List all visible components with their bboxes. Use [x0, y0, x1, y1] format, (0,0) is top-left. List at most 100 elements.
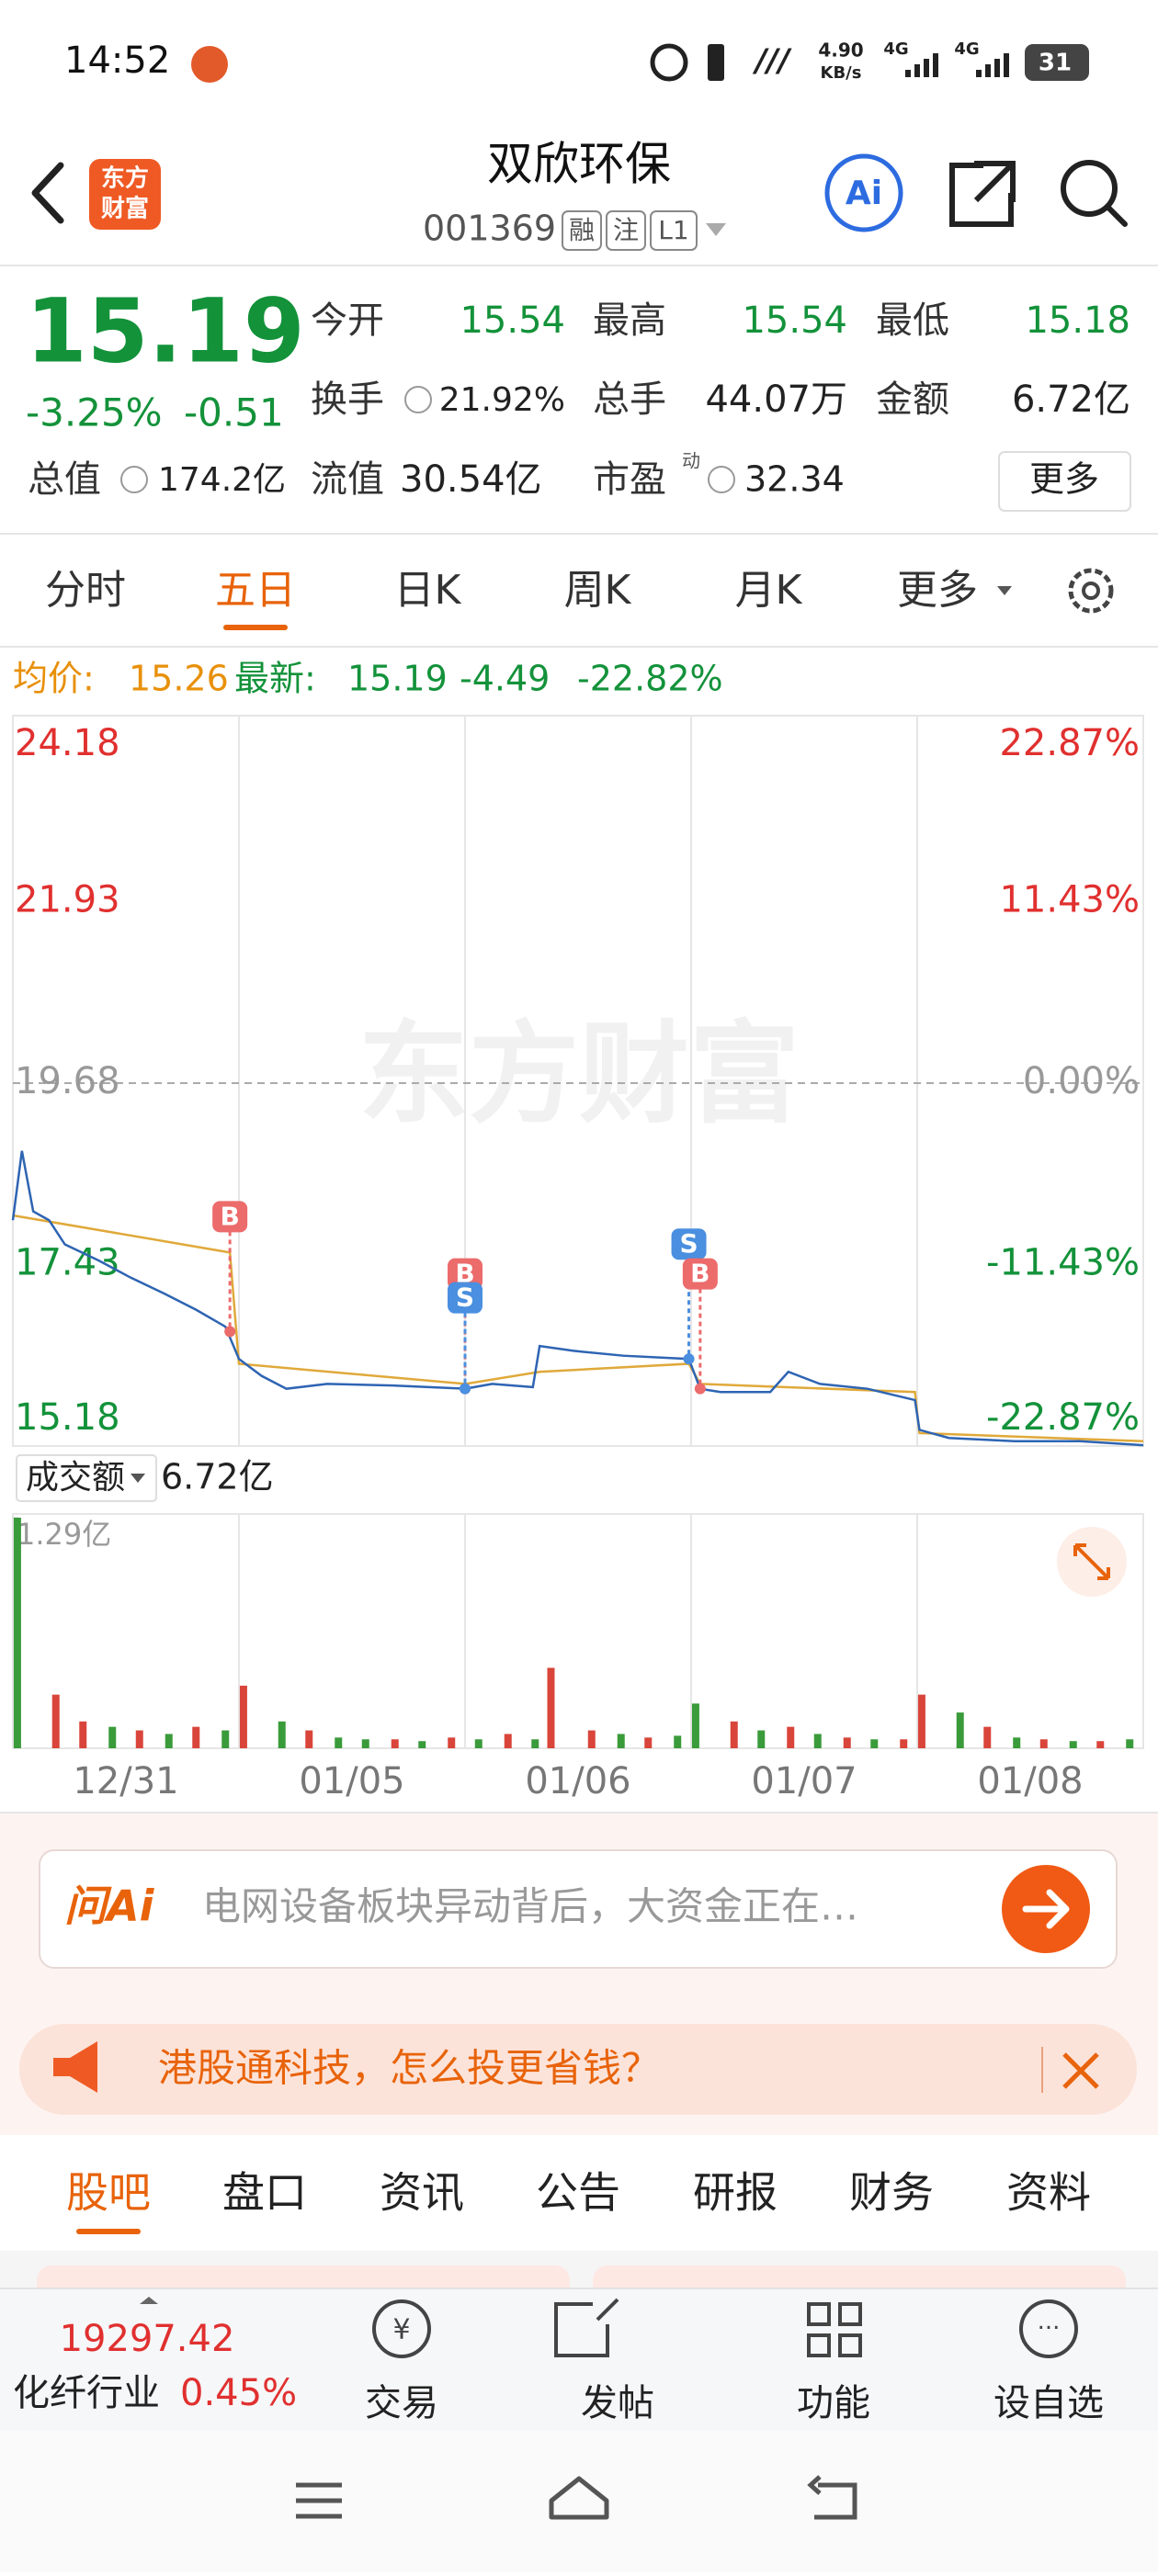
share-button[interactable]: [949, 161, 1016, 227]
volume-bar: [900, 1739, 908, 1748]
tab[interactable]: 分时: [45, 567, 126, 614]
settings-button[interactable]: [1068, 568, 1114, 614]
back-button[interactable]: [31, 162, 64, 224]
back-nav-button[interactable]: [807, 2475, 857, 2520]
badge: [562, 210, 602, 251]
volume-bar: [165, 1734, 173, 1748]
badge-text: 注: [613, 215, 639, 245]
up-arrow: [140, 2297, 158, 2304]
dropdown-arrow: [997, 586, 1012, 595]
trade-point: [460, 1383, 471, 1395]
tab-active[interactable]: 五日: [215, 567, 296, 614]
info-icon[interactable]: [404, 386, 432, 413]
icon-glyph: ···: [1038, 2315, 1061, 2343]
volume-bar: [504, 1734, 512, 1748]
field-value: 44.07万: [705, 378, 847, 421]
tab-active[interactable]: 股吧: [66, 2168, 151, 2218]
industry: 化纤行业: [13, 2372, 160, 2414]
field-label: 市盈: [593, 458, 666, 501]
watch-icon[interactable]: [1019, 2299, 1078, 2358]
y-tick-label: 15.18: [15, 1396, 120, 1439]
action-label[interactable]: 发帖: [581, 2382, 654, 2424]
tab[interactable]: 日K: [394, 567, 462, 614]
action-label[interactable]: 交易: [365, 2382, 438, 2424]
volume-bar: [917, 1694, 925, 1748]
home-button[interactable]: [549, 2476, 609, 2520]
menu-button[interactable]: [296, 2482, 342, 2519]
pe-sup: 动: [682, 450, 700, 472]
volume-bar: [1039, 1739, 1048, 1748]
volume-bar: [418, 1741, 426, 1748]
chart-change-pct: -22.82%: [577, 659, 723, 699]
alarm-icon: [650, 43, 688, 82]
price-frame: [12, 715, 1144, 1447]
battery-level: 31: [1039, 50, 1072, 77]
signal-icon: [905, 53, 938, 77]
close-button[interactable]: [1062, 2052, 1099, 2089]
net-unit: KB/s: [821, 63, 862, 83]
field-value: 15.54: [460, 299, 565, 342]
notify-icon: [191, 46, 228, 83]
tab-underline: [76, 2229, 141, 2234]
trade-label: B: [690, 1259, 710, 1289]
volume-bar: [108, 1726, 117, 1748]
trade-icon[interactable]: [372, 2299, 431, 2358]
info-icon[interactable]: [708, 466, 735, 493]
footer: [0, 2288, 1158, 2431]
info-icon[interactable]: [120, 466, 148, 493]
action-label[interactable]: 功能: [797, 2382, 870, 2424]
expand-icon: [1073, 1543, 1110, 1580]
avg-value: 15.26: [129, 659, 229, 699]
volume-bar: [239, 1685, 247, 1748]
volume-bar: [391, 1739, 399, 1748]
search-button[interactable]: [1061, 160, 1118, 217]
volume-bar: [79, 1721, 87, 1748]
volume-bar: [674, 1735, 682, 1748]
y-tick-label: 24.18: [15, 722, 120, 764]
watermark: 东方财富: [358, 1011, 800, 1139]
tab[interactable]: 月K: [735, 567, 803, 614]
price-line: [11, 1150, 1144, 1447]
app-logo: [89, 159, 161, 230]
tab[interactable]: 资料: [1006, 2168, 1091, 2218]
volume-selector[interactable]: [16, 1454, 157, 1502]
badge-text: L1: [658, 215, 688, 245]
banner-text: 港股通科技，怎么投更省钱？: [158, 2046, 660, 2091]
volume-bar: [1013, 1737, 1021, 1748]
tab[interactable]: 周K: [564, 567, 632, 614]
x-tick-label: 01/05: [299, 1760, 404, 1802]
volume-bar: [757, 1730, 766, 1748]
ai-prompt: 电网设备板块异动背后，大资金正在…: [202, 1884, 858, 1929]
tab[interactable]: 更多: [897, 567, 978, 614]
more-button[interactable]: [998, 451, 1131, 512]
tab[interactable]: 公告: [536, 2168, 620, 2218]
field-value: 174.2亿: [158, 461, 286, 499]
stock-name: 双欣环保: [487, 138, 671, 191]
volume-bar: [983, 1726, 992, 1748]
tab[interactable]: 盘口: [222, 2168, 307, 2218]
function-icon[interactable]: [807, 2302, 862, 2357]
tab[interactable]: 研报: [693, 2168, 778, 2218]
ai-button[interactable]: [824, 153, 903, 232]
field-value: 15.18: [1025, 299, 1130, 342]
logo-text: 财富: [101, 195, 149, 223]
tab[interactable]: 资讯: [380, 2168, 464, 2218]
arrow-icon: [1022, 1889, 1070, 1929]
tab[interactable]: 财务: [849, 2168, 934, 2218]
trade-point: [694, 1383, 706, 1395]
tab-underline: [223, 625, 288, 630]
ai-box[interactable]: [39, 1849, 1118, 1969]
action-label[interactable]: 设自选: [993, 2382, 1104, 2424]
volume-bar: [644, 1737, 653, 1748]
x-tick-label: 01/08: [977, 1760, 1083, 1802]
volume-bar: [870, 1739, 879, 1748]
post-icon[interactable]: [554, 2298, 619, 2357]
x-tick-label: 01/06: [525, 1760, 630, 1802]
banner[interactable]: [19, 2024, 1137, 2115]
x-tick-label: 01/07: [751, 1760, 857, 1802]
field-label: 总值: [28, 458, 101, 501]
volume-bar: [335, 1737, 343, 1748]
signal-icon: [976, 53, 1009, 77]
dropdown-arrow[interactable]: [706, 223, 726, 236]
